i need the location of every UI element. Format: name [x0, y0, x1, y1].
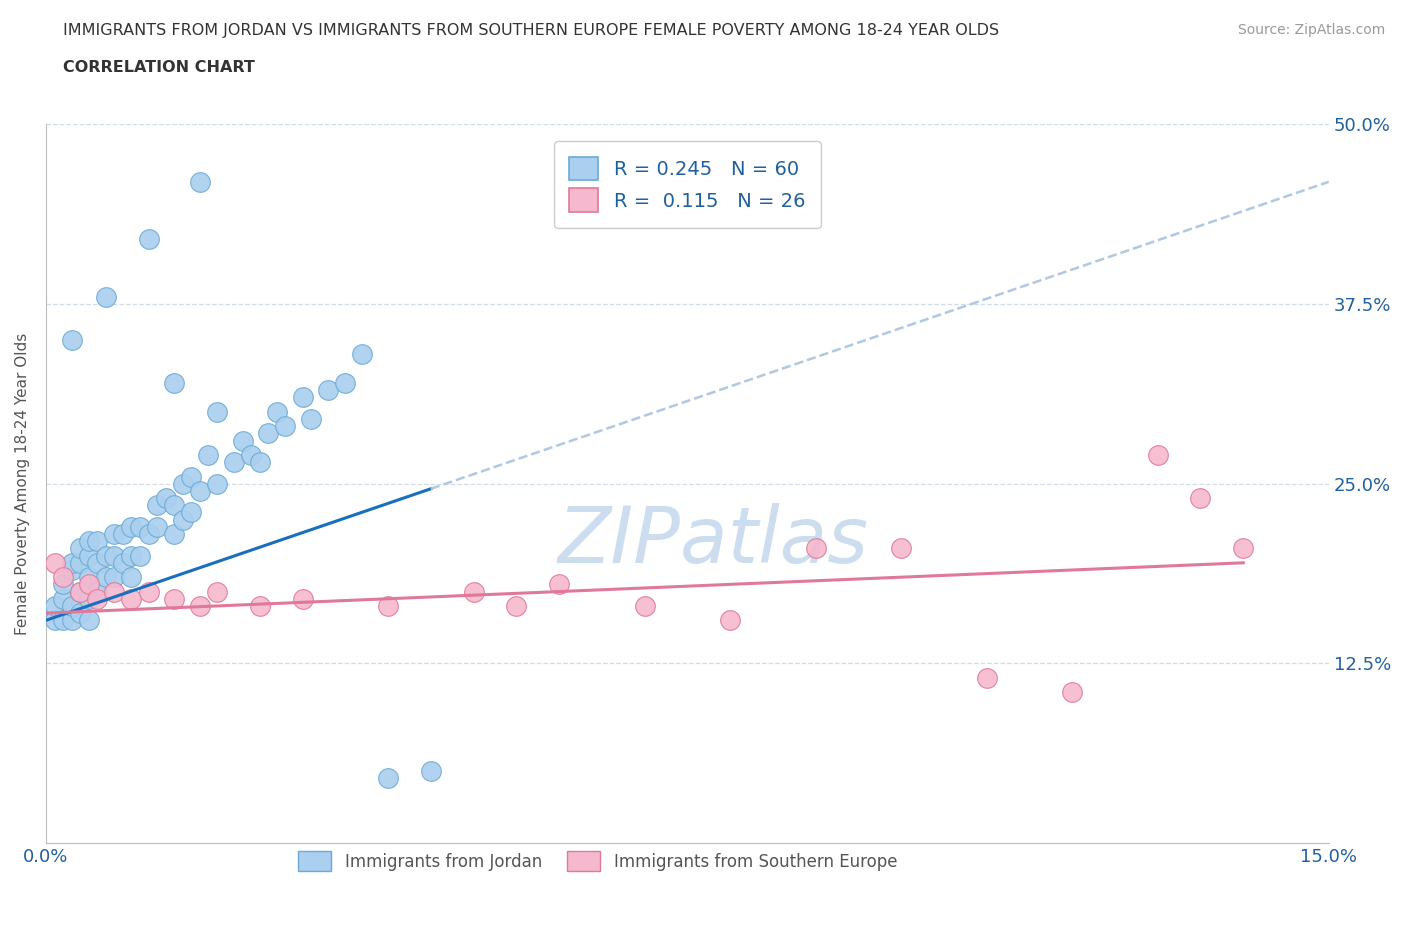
Point [86, 591, 108, 606]
Point [69, 584, 91, 599]
Point [111, 526, 134, 541]
Point [52, 613, 75, 628]
Point [77, 591, 100, 606]
Point [163, 591, 186, 606]
Point [60, 599, 83, 614]
Point [335, 376, 357, 391]
Point [205, 476, 228, 491]
Point [60, 613, 83, 628]
Point [129, 520, 152, 535]
Point [60, 555, 83, 570]
Point [240, 447, 263, 462]
Point [463, 584, 485, 599]
Point [1062, 684, 1084, 699]
Point [69, 541, 91, 556]
Point [1232, 541, 1254, 556]
Point [52, 591, 75, 606]
Point [224, 455, 246, 470]
Point [146, 520, 169, 535]
Text: ZIPatlas: ZIPatlas [558, 503, 869, 579]
Point [69, 584, 91, 599]
Text: CORRELATION CHART: CORRELATION CHART [63, 60, 254, 75]
Point [291, 591, 314, 606]
Point [69, 555, 91, 570]
Point [69, 605, 91, 620]
Text: IMMIGRANTS FROM JORDAN VS IMMIGRANTS FROM SOUTHERN EUROPE FEMALE POVERTY AMONG 1: IMMIGRANTS FROM JORDAN VS IMMIGRANTS FRO… [63, 23, 1000, 38]
Point [103, 548, 125, 563]
Point [44, 613, 66, 628]
Legend: Immigrants from Jordan, Immigrants from Southern Europe: Immigrants from Jordan, Immigrants from … [291, 844, 904, 878]
Point [291, 390, 314, 405]
Point [129, 548, 152, 563]
Point [188, 484, 211, 498]
Point [180, 505, 202, 520]
Point [103, 584, 125, 599]
Point [138, 232, 160, 246]
Point [121, 591, 143, 606]
Point [121, 570, 143, 585]
Point [180, 469, 202, 484]
Point [505, 599, 527, 614]
Point [146, 498, 169, 512]
Point [77, 570, 100, 585]
Point [1189, 491, 1212, 506]
Point [232, 433, 254, 448]
Point [316, 383, 339, 398]
Point [633, 599, 655, 614]
Point [86, 584, 108, 599]
Point [274, 418, 297, 433]
Point [52, 577, 75, 591]
Point [299, 412, 322, 427]
Point [377, 599, 399, 614]
Text: Source: ZipAtlas.com: Source: ZipAtlas.com [1237, 23, 1385, 37]
Point [77, 548, 100, 563]
Point [548, 577, 571, 591]
Point [77, 534, 100, 549]
Point [188, 174, 211, 189]
Point [377, 771, 399, 786]
Point [121, 520, 143, 535]
Point [155, 491, 177, 506]
Point [172, 512, 194, 527]
Point [163, 376, 186, 391]
Point [197, 447, 219, 462]
Point [352, 347, 374, 362]
Point [205, 405, 228, 419]
Point [249, 455, 271, 470]
Point [77, 613, 100, 628]
Y-axis label: Female Poverty Among 18-24 Year Olds: Female Poverty Among 18-24 Year Olds [15, 333, 30, 635]
Point [77, 577, 100, 591]
Point [103, 570, 125, 585]
Point [249, 599, 271, 614]
Point [44, 599, 66, 614]
Point [111, 555, 134, 570]
Point [52, 570, 75, 585]
Point [86, 555, 108, 570]
Point [976, 671, 998, 685]
Point [172, 476, 194, 491]
Point [138, 584, 160, 599]
Point [163, 526, 186, 541]
Point [103, 526, 125, 541]
Point [86, 534, 108, 549]
Point [804, 541, 827, 556]
Point [1146, 447, 1168, 462]
Point [718, 613, 741, 628]
Point [60, 333, 83, 348]
Point [205, 584, 228, 599]
Point [60, 563, 83, 578]
Point [138, 526, 160, 541]
Point [266, 405, 288, 419]
Point [419, 764, 441, 778]
Point [257, 426, 280, 441]
Point [44, 555, 66, 570]
Point [94, 570, 117, 585]
Point [188, 599, 211, 614]
Point [94, 289, 117, 304]
Point [94, 548, 117, 563]
Point [163, 498, 186, 512]
Point [121, 548, 143, 563]
Point [890, 541, 912, 556]
